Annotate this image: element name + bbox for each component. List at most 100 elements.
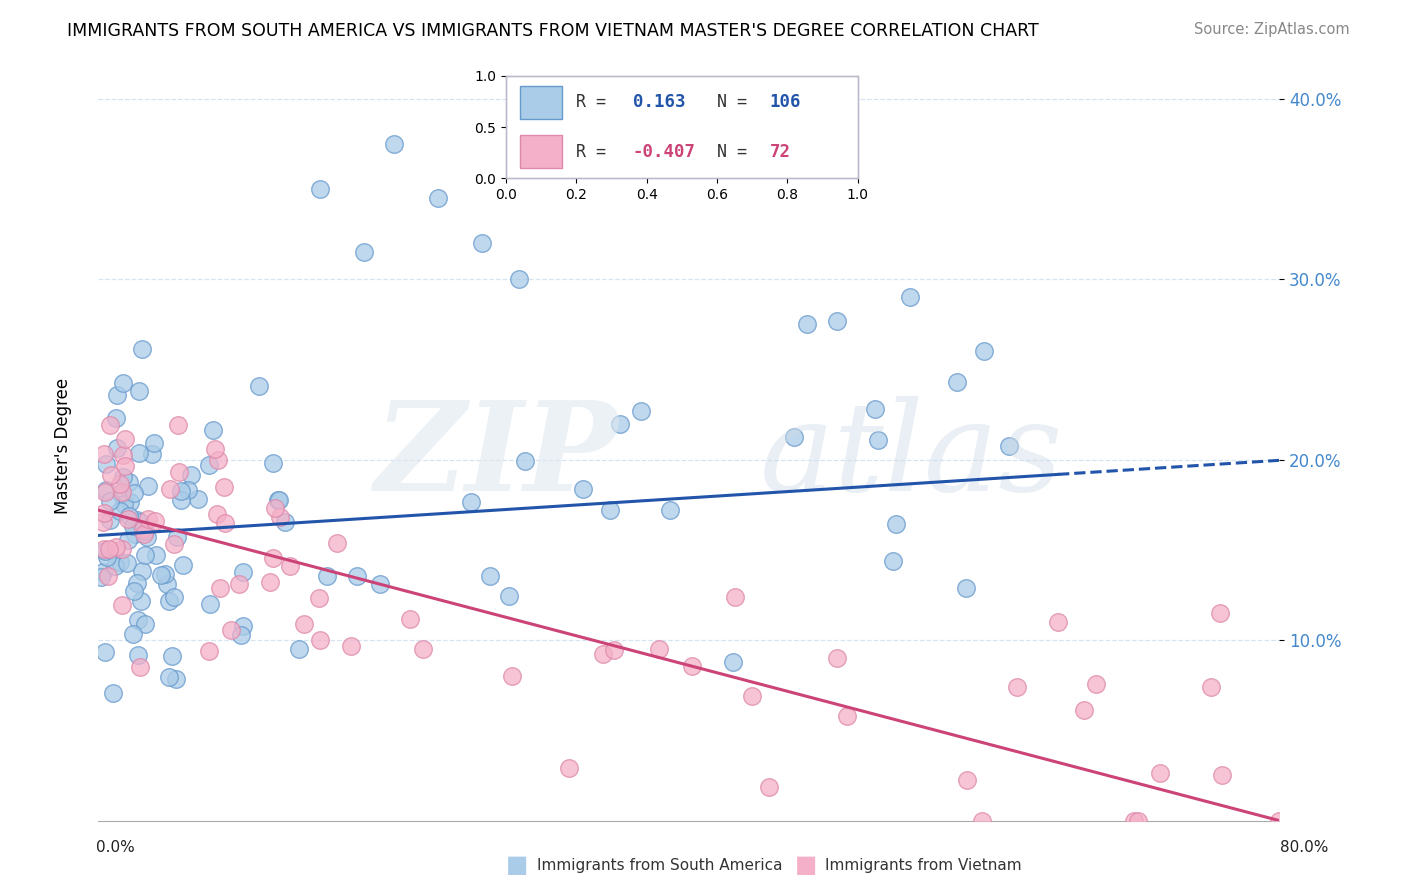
Point (827, 314, 849, 328)
Point (339, 639, 361, 653)
Point (138, 512, 160, 526)
FancyBboxPatch shape (520, 136, 562, 168)
Point (884, 516, 907, 531)
Point (498, 589, 520, 603)
Point (315, 568, 337, 582)
Point (741, 689, 763, 703)
Point (136, 530, 159, 544)
Point (278, 559, 301, 574)
Point (946, 375, 969, 389)
Point (143, 514, 166, 528)
Point (478, 569, 501, 583)
Text: ■: ■ (794, 854, 817, 877)
Point (783, 430, 806, 444)
Point (602, 643, 624, 657)
Point (970, 814, 993, 828)
Point (249, 378, 271, 392)
Point (93, 541, 115, 556)
Point (170, 492, 193, 507)
Point (117, 512, 139, 526)
Point (127, 614, 149, 628)
Point (228, 577, 250, 591)
Point (100, 468, 122, 483)
Point (167, 418, 190, 433)
Point (955, 581, 977, 595)
Text: N =: N = (717, 94, 747, 112)
Point (157, 670, 180, 684)
Text: R =: R = (576, 143, 606, 161)
Point (108, 555, 131, 569)
Point (134, 549, 156, 563)
Point (118, 475, 141, 489)
Point (399, 612, 422, 626)
Point (214, 516, 236, 530)
Point (93, 543, 115, 558)
Point (288, 642, 311, 657)
Point (131, 342, 153, 356)
Point (274, 516, 297, 530)
Point (111, 598, 134, 612)
Point (956, 772, 979, 787)
Point (166, 530, 188, 544)
Point (659, 502, 682, 516)
Point (136, 479, 159, 493)
Point (112, 497, 135, 511)
Point (128, 515, 150, 529)
Text: Immigrants from Vietnam: Immigrants from Vietnam (825, 858, 1022, 872)
Point (108, 477, 131, 491)
Point (94, 645, 117, 659)
Point (121, 519, 143, 533)
Point (129, 594, 152, 608)
Point (214, 480, 236, 494)
Point (94, 483, 117, 498)
Point (269, 510, 291, 524)
Text: R =: R = (576, 94, 606, 112)
Point (1085, 677, 1108, 691)
Point (232, 619, 254, 633)
Point (172, 558, 194, 572)
Point (132, 522, 155, 536)
Point (648, 642, 671, 657)
Point (163, 537, 186, 551)
Point (997, 439, 1019, 453)
Point (98, 494, 121, 508)
Point (1073, 703, 1095, 717)
Point (592, 647, 614, 661)
Point (104, 559, 127, 574)
Point (128, 446, 150, 460)
Point (112, 470, 135, 484)
Point (141, 447, 163, 461)
Point (118, 494, 141, 508)
Point (97, 541, 120, 556)
Point (118, 509, 141, 524)
Point (163, 591, 186, 605)
Point (122, 486, 145, 500)
Point (159, 482, 181, 496)
Point (758, 780, 780, 794)
Point (198, 597, 221, 611)
Point (125, 576, 148, 591)
Point (124, 527, 146, 541)
Point (1211, 767, 1233, 781)
Point (198, 458, 221, 472)
Text: ZIP: ZIP (374, 396, 619, 517)
Point (101, 686, 124, 700)
Point (117, 533, 139, 547)
Point (232, 566, 254, 580)
Point (104, 411, 127, 425)
Point (170, 484, 193, 499)
Text: Immigrants from South America: Immigrants from South America (537, 858, 783, 872)
Point (427, 191, 450, 205)
Point (165, 673, 187, 687)
Point (198, 644, 221, 658)
Point (160, 648, 183, 663)
Point (326, 536, 349, 550)
Point (231, 628, 253, 642)
Point (122, 627, 145, 641)
Point (114, 458, 136, 473)
Point (630, 403, 652, 417)
Text: 0.163: 0.163 (633, 94, 685, 112)
Point (292, 617, 315, 632)
Point (93, 447, 115, 461)
Point (267, 492, 290, 507)
